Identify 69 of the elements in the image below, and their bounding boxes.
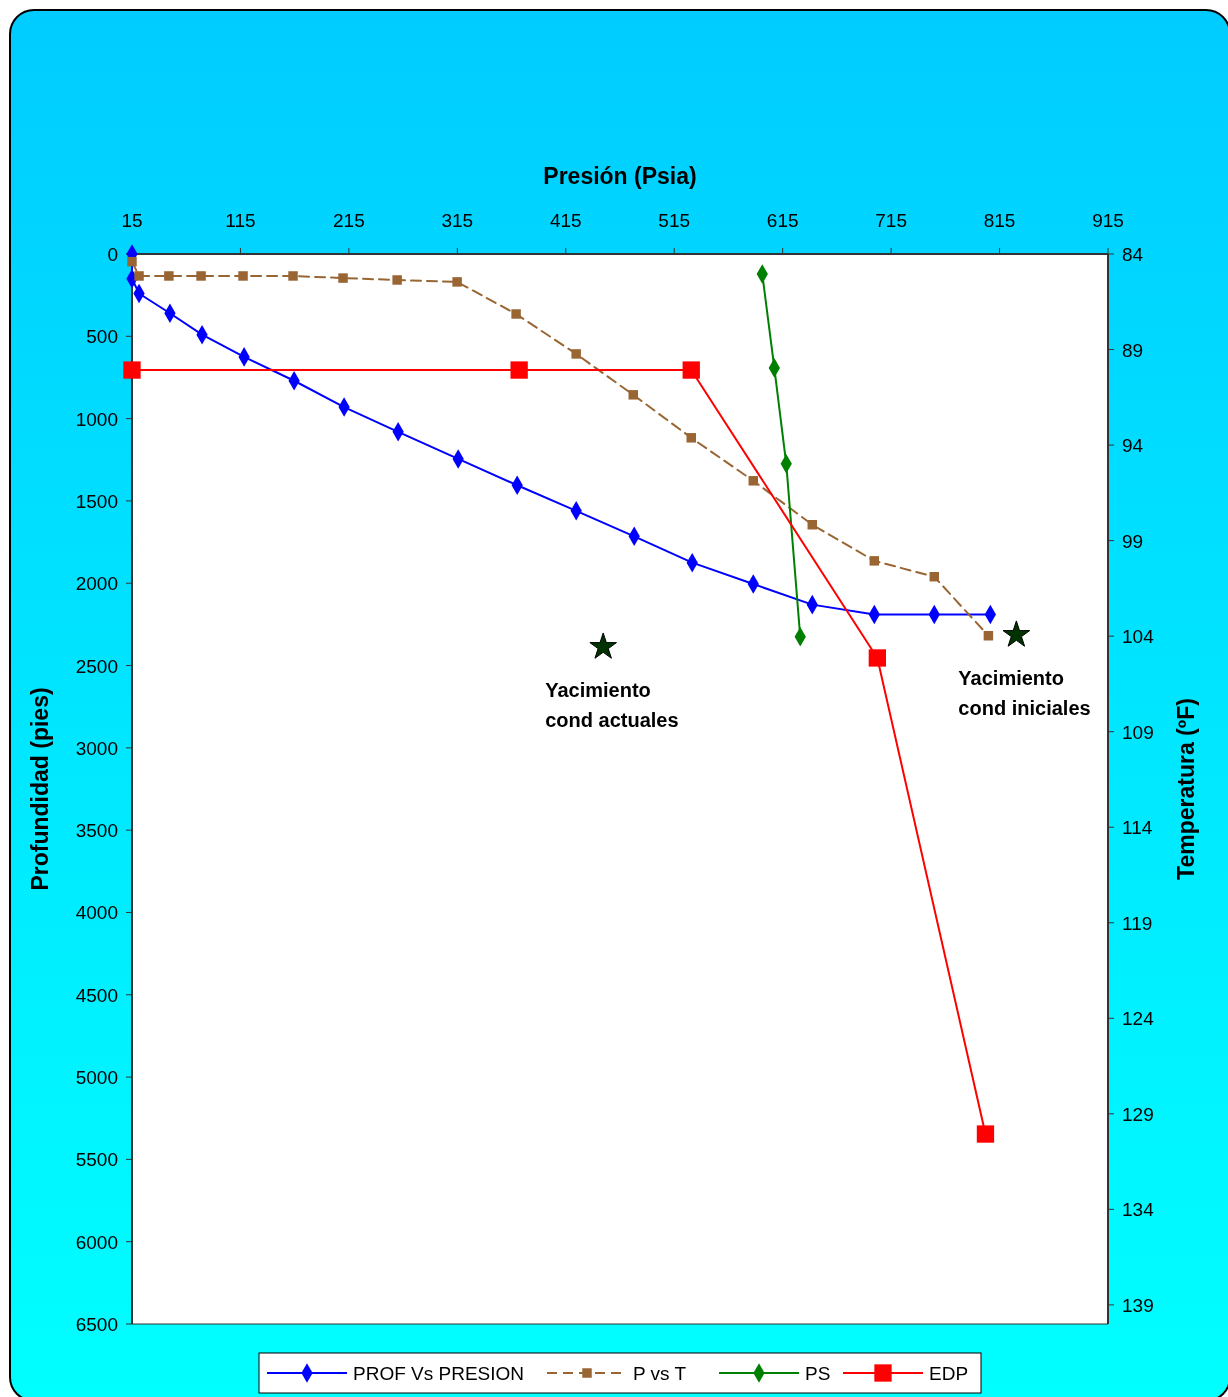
x-tick-label: 915 bbox=[1092, 210, 1124, 231]
point bbox=[238, 271, 248, 281]
point bbox=[164, 271, 174, 281]
y-tick-label: 1000 bbox=[75, 408, 118, 430]
y-tick-label: 5000 bbox=[75, 1067, 118, 1089]
annotation: Yacimiento cond actuales bbox=[545, 678, 679, 731]
y-tick-label: 3500 bbox=[75, 820, 118, 842]
point bbox=[196, 271, 206, 281]
point bbox=[288, 271, 298, 281]
x-tick-label: 415 bbox=[549, 210, 582, 231]
legend-label: PS bbox=[805, 1363, 831, 1384]
y-tick-label: 1500 bbox=[75, 490, 118, 512]
point bbox=[682, 361, 700, 379]
y-tick-label: 5500 bbox=[75, 1149, 118, 1171]
legend-label: P vs T bbox=[633, 1363, 687, 1384]
y2-tick-label: 124 bbox=[1122, 1008, 1155, 1030]
y2-tick-label: 94 bbox=[1122, 435, 1144, 457]
y-tick-label: 4000 bbox=[75, 902, 118, 924]
y-tick-label: 2000 bbox=[75, 573, 118, 595]
y-tick-label: 500 bbox=[86, 326, 118, 348]
y-tick-label: 4500 bbox=[75, 984, 118, 1006]
point bbox=[510, 361, 528, 379]
legend-label: EDP bbox=[929, 1363, 969, 1384]
y2-tick-label: 134 bbox=[1122, 1199, 1155, 1221]
y2-tick-label: 109 bbox=[1122, 721, 1154, 743]
point bbox=[338, 273, 348, 283]
point bbox=[929, 571, 940, 582]
annotation: Yacimiento cond iniciales bbox=[958, 666, 1091, 719]
point bbox=[868, 649, 886, 667]
point bbox=[686, 433, 696, 443]
point bbox=[748, 476, 759, 486]
y2-tick-label: 84 bbox=[1122, 244, 1144, 265]
x-tick-label: 215 bbox=[333, 210, 365, 231]
y2-tick-label: 129 bbox=[1122, 1103, 1154, 1125]
point bbox=[976, 1125, 995, 1143]
y-tick-label: 6500 bbox=[75, 1314, 118, 1335]
y2-axis-title: Temperatura (ºF) bbox=[1173, 698, 1199, 880]
point bbox=[511, 309, 521, 319]
x-tick-label: 815 bbox=[983, 210, 1016, 231]
y-tick-label: 0 bbox=[107, 244, 118, 265]
x-tick-label: 115 bbox=[225, 210, 256, 231]
y-tick-label: 3000 bbox=[75, 737, 118, 759]
y2-tick-label: 114 bbox=[1122, 817, 1153, 839]
point bbox=[869, 556, 880, 566]
y2-tick-label: 139 bbox=[1122, 1294, 1154, 1316]
point bbox=[589, 632, 618, 659]
y-axis-title: Profundidad (pies) bbox=[27, 687, 53, 891]
y2-tick-label: 99 bbox=[1122, 530, 1144, 552]
x-tick-label: 515 bbox=[658, 210, 691, 231]
y2-tick-label: 119 bbox=[1122, 912, 1153, 934]
x-tick-label: 15 bbox=[121, 210, 143, 231]
x-axis-title: Presión (Psia) bbox=[543, 163, 697, 189]
y2-tick-label: 104 bbox=[1122, 626, 1155, 648]
y-tick-label: 2500 bbox=[75, 655, 118, 677]
legend-label: PROF Vs PRESION bbox=[353, 1363, 525, 1384]
point bbox=[452, 277, 462, 287]
x-tick-label: 315 bbox=[441, 210, 474, 231]
x-tick-label: 715 bbox=[875, 210, 907, 231]
point bbox=[1002, 620, 1031, 647]
x-tick-label: 615 bbox=[766, 210, 799, 231]
point bbox=[983, 631, 994, 641]
point bbox=[807, 520, 818, 530]
point bbox=[628, 390, 638, 400]
point bbox=[123, 361, 141, 379]
y2-tick-label: 89 bbox=[1122, 339, 1144, 361]
point bbox=[392, 275, 402, 285]
y-tick-label: 6000 bbox=[75, 1231, 118, 1253]
point bbox=[571, 349, 581, 359]
point bbox=[134, 271, 144, 281]
